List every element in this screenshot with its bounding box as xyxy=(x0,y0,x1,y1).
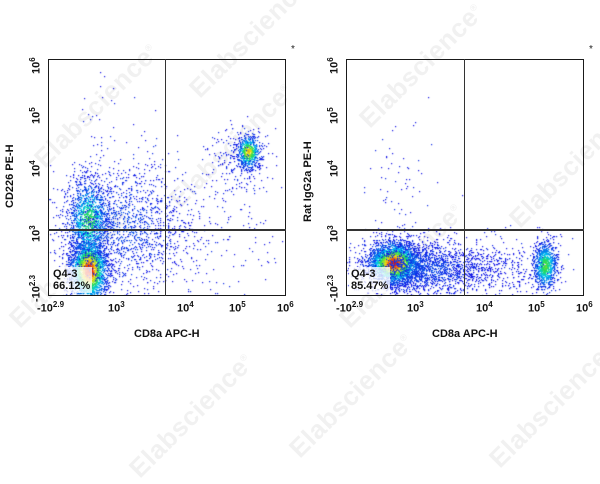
y-tick-neg-1e2.3: -102.3 xyxy=(326,274,341,302)
quadrant-percent: 66.12% xyxy=(53,280,91,292)
y-tick-1e4: 104 xyxy=(28,160,43,177)
quadrant-label-q4-3: Q4-3 85.47% xyxy=(349,267,391,293)
asterisk-marker: * xyxy=(589,44,593,55)
y-tick-1e6: 106 xyxy=(326,57,341,74)
quadrant-label-q4-3: Q4-3 66.12% xyxy=(51,267,93,293)
plot-panel-cd226: Q4-3 66.12% * 106 105 104 103 -102.3 -10… xyxy=(0,0,300,427)
x-tick-1e5: 105 xyxy=(229,300,246,315)
quadrant-gate-vertical[interactable] xyxy=(464,59,466,296)
y-tick-1e3: 103 xyxy=(28,225,43,242)
y-tick-1e6: 106 xyxy=(28,57,43,74)
x-tick-1e3: 103 xyxy=(108,300,125,315)
x-tick-1e6: 106 xyxy=(277,300,294,315)
quadrant-gate-vertical[interactable] xyxy=(165,59,167,296)
x-axis-label: CD8a APC-H xyxy=(134,328,200,340)
quadrant-gate-horizontal[interactable] xyxy=(48,229,286,231)
x-tick-1e4: 104 xyxy=(177,300,194,315)
y-tick-1e5: 105 xyxy=(28,107,43,124)
plot-frame xyxy=(48,59,286,296)
x-tick-1e4: 104 xyxy=(476,300,493,315)
x-tick-1e5: 105 xyxy=(528,300,545,315)
x-axis-label: CD8a APC-H xyxy=(432,328,498,340)
quadrant-name: Q4-3 xyxy=(53,268,78,280)
y-tick-neg-1e2.3: -102.3 xyxy=(28,274,43,302)
y-axis-label: Rat IgG2a PE-H xyxy=(302,141,314,222)
scatter-dots xyxy=(48,59,286,296)
x-tick-neg-1e2.9: -102.9 xyxy=(336,300,364,315)
plot-panel-isotype: Q4-3 85.47% * 106 105 104 103 -102.3 -10… xyxy=(300,0,600,427)
x-tick-1e3: 103 xyxy=(407,300,424,315)
asterisk-marker: * xyxy=(291,44,295,55)
x-tick-1e6: 106 xyxy=(576,300,593,315)
y-axis-label: CD226 PE-H xyxy=(4,144,16,208)
quadrant-percent: 85.47% xyxy=(351,280,389,292)
quadrant-gate-horizontal[interactable] xyxy=(346,229,584,231)
y-tick-1e4: 104 xyxy=(326,160,341,177)
x-tick-neg-1e2.9: -102.9 xyxy=(37,300,65,315)
y-tick-1e5: 105 xyxy=(326,107,341,124)
quadrant-name: Q4-3 xyxy=(351,268,376,280)
y-tick-1e3: 103 xyxy=(326,225,341,242)
